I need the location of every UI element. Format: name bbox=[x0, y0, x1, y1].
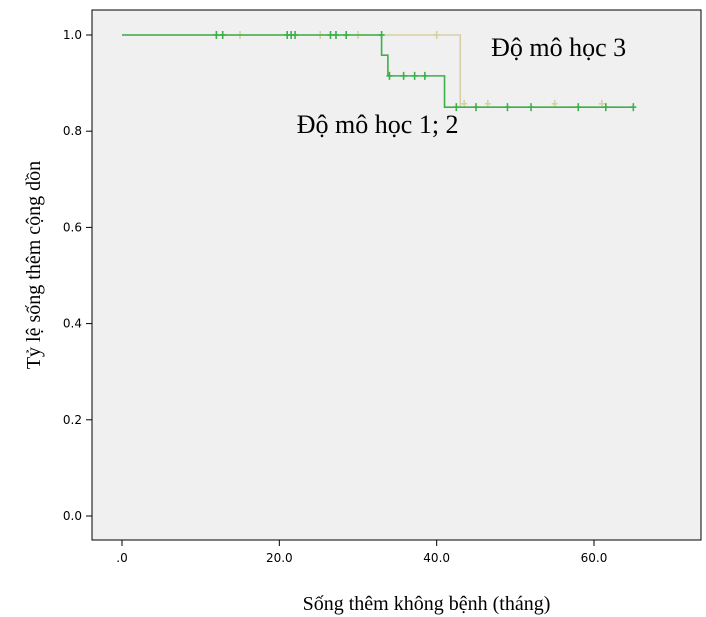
y-tick-label: 0.0 bbox=[63, 509, 82, 523]
axis-ticks: .0 20.0 40.0 60.0 0.0 0.2 0.4 0.6 0.8 1.0 bbox=[63, 28, 607, 565]
y-tick-label: 0.4 bbox=[63, 317, 82, 331]
series-annotation: Độ mô học 1; 2 bbox=[297, 110, 459, 139]
y-tick-label: 0.8 bbox=[63, 124, 82, 138]
series-annotation: Độ mô học 3 bbox=[491, 33, 626, 62]
x-tick-label: 40.0 bbox=[423, 551, 450, 565]
y-axis-title: Tỷ lệ sống thêm cộng dồn bbox=[23, 161, 45, 369]
annotations: Độ mô học 3 Độ mô học 1; 2 bbox=[297, 33, 626, 139]
x-axis-title: Sống thêm không bệnh (tháng) bbox=[303, 593, 551, 615]
x-tick-label: .0 bbox=[116, 551, 127, 565]
series-group bbox=[122, 31, 637, 112]
y-tick-label: 0.6 bbox=[63, 220, 82, 234]
x-tick-label: 60.0 bbox=[581, 551, 608, 565]
y-tick-label: 0.2 bbox=[63, 413, 82, 427]
x-tick-label: 20.0 bbox=[266, 551, 293, 565]
y-tick-label: 1.0 bbox=[63, 28, 82, 42]
plot-area bbox=[91, 9, 702, 541]
